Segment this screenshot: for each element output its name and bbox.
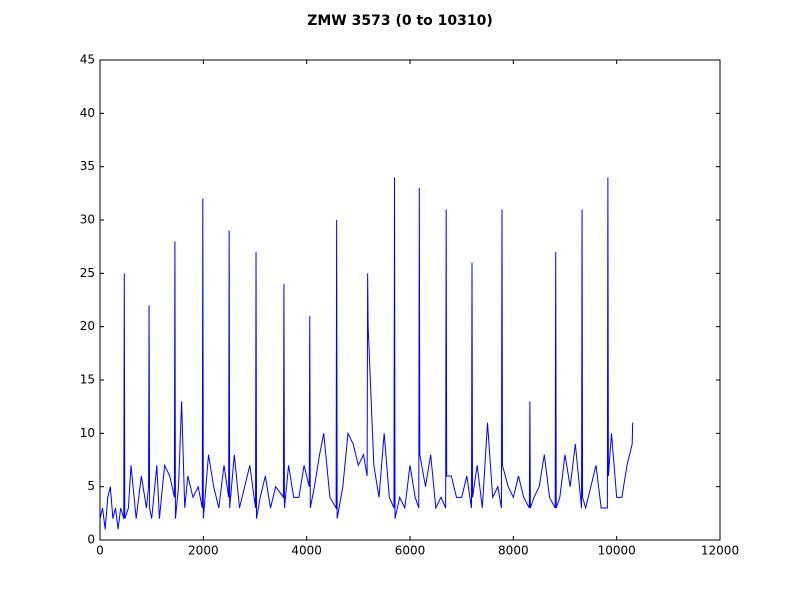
- y-tick-label: 10: [80, 426, 95, 440]
- x-tick-label: 4000: [291, 544, 322, 558]
- y-tick-label: 20: [80, 319, 95, 333]
- y-tick-label: 15: [80, 373, 95, 387]
- y-tick-label: 30: [80, 213, 95, 227]
- y-tick-label: 35: [80, 159, 95, 173]
- y-tick-label: 40: [80, 106, 95, 120]
- y-tick-label: 25: [80, 266, 95, 280]
- y-tick-label: 45: [80, 53, 95, 67]
- x-tick-label: 12000: [701, 544, 739, 558]
- y-tick-label: 5: [87, 479, 95, 493]
- x-tick-label: 6000: [395, 544, 426, 558]
- y-tick-label: 0: [87, 533, 95, 547]
- data-line: [99, 177, 634, 530]
- chart-title: ZMW 3573 (0 to 10310): [307, 13, 493, 29]
- x-tick-label: 2000: [188, 544, 219, 558]
- x-tick-label: 10000: [598, 544, 636, 558]
- x-tick-label: 8000: [498, 544, 529, 558]
- x-tick-label: 0: [96, 544, 104, 558]
